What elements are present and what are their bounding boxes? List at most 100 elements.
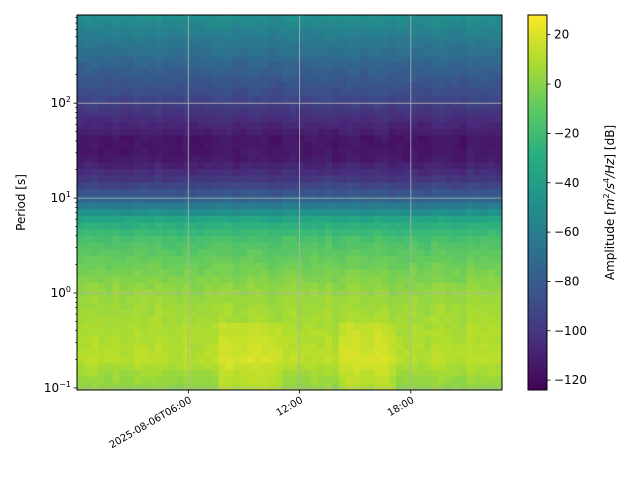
heatmap-cell [91,356,99,364]
heatmap-cell [346,55,354,63]
heatmap-cell [360,195,369,204]
heatmap-cell [296,363,305,371]
heatmap-cell [367,209,376,217]
heatmap-cell [232,256,241,264]
heatmap-cell [303,135,312,143]
heatmap-cell [126,363,135,371]
heatmap-cell [183,15,191,23]
heatmap-cell [480,309,489,317]
heatmap-cell [494,169,502,177]
heatmap-cell [140,343,149,351]
heatmap-cell [105,21,114,29]
heatmap-cell [261,383,269,390]
heatmap-cell [452,202,461,210]
heatmap-cell [346,262,354,271]
heatmap-cell [445,349,454,358]
heatmap-cell [388,316,397,324]
heatmap-cell [162,316,170,324]
heatmap-cell [176,102,184,110]
heatmap-cell [140,55,149,63]
heatmap-cell [346,88,354,96]
heatmap-cell [225,235,234,244]
heatmap-cell [303,329,312,338]
heatmap-cell [133,329,142,338]
heatmap-cell [431,343,439,351]
heatmap-cell [417,175,425,184]
heatmap-cell [218,383,227,390]
heatmap-cell [133,262,142,271]
heatmap-cell [346,336,354,344]
heatmap-cell [480,61,489,70]
heatmap-cell [154,309,163,317]
heatmap-cell [402,142,411,150]
heatmap-cell [494,256,502,264]
heatmap-cell [303,256,312,264]
heatmap-cell [388,28,397,36]
heatmap-cell [204,162,213,170]
heatmap-cell [324,235,333,244]
heatmap-cell [133,182,142,190]
heatmap-cell [424,15,432,23]
heatmap-cell [154,28,163,36]
heatmap-cell [395,122,404,130]
heatmap-cell [395,215,404,224]
heatmap-cell [133,302,142,311]
heatmap-cell [289,28,298,36]
heatmap-cell [388,135,397,143]
heatmap-cell [147,55,156,63]
heatmap-cell [261,88,269,96]
heatmap-cell [289,309,298,317]
heatmap-cell [282,95,291,103]
heatmap-cell [374,195,383,204]
heatmap-cell [388,256,397,264]
heatmap-cell [431,35,439,43]
heatmap-cell [381,95,390,103]
heatmap-cell [339,41,347,50]
heatmap-cell [332,68,340,76]
heatmap-cell [367,41,376,50]
heatmap-cell [218,242,227,250]
heatmap-cell [190,249,199,257]
heatmap-cell [218,102,227,110]
heatmap-cell [91,41,99,50]
heatmap-cell [218,296,227,304]
heatmap-cell [225,256,234,264]
heatmap-cell [84,209,92,217]
heatmap-cell [84,95,92,103]
heatmap-cell [239,269,248,277]
heatmap-cell [268,75,276,83]
heatmap-cell [395,175,404,184]
heatmap-cell [424,336,432,344]
heatmap-cell [154,282,163,291]
heatmap-cell [402,28,411,36]
heatmap-cell [154,262,163,271]
heatmap-cell [317,383,326,390]
heatmap-cell [254,302,262,311]
heatmap-cell [431,55,439,63]
heatmap-cell [119,296,128,304]
heatmap-cell [239,28,248,36]
heatmap-cell [473,169,482,177]
heatmap-cell [98,21,106,29]
heatmap-cell [402,269,411,277]
heatmap-cell [204,175,213,184]
heatmap-cell [289,122,298,130]
heatmap-cell [91,35,99,43]
x-tick-label: 12:00 [275,395,305,419]
heatmap-cell [381,122,390,130]
heatmap-cell [112,189,121,197]
heatmap-cell [494,88,502,96]
heatmap-cell [409,235,418,244]
heatmap-cell [254,356,262,364]
heatmap-cell [254,28,262,36]
heatmap-cell [431,155,439,163]
heatmap-cell [424,309,432,317]
heatmap-cell [77,122,85,130]
heatmap-cell [169,202,177,210]
heatmap-cell [282,383,291,390]
heatmap-cell [395,323,404,331]
heatmap-cell [162,209,170,217]
heatmap-cell [487,88,496,96]
heatmap-cell [452,323,461,331]
